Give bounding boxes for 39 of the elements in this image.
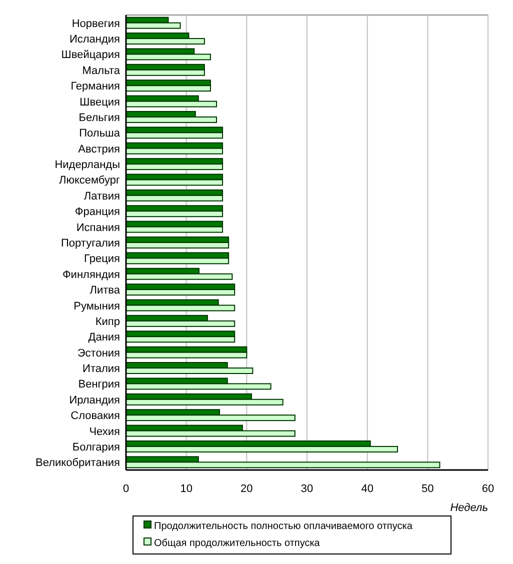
x-tick-label: 10 bbox=[180, 483, 192, 495]
y-tick-label: Латвия bbox=[84, 190, 120, 202]
y-tick-label: Эстония bbox=[77, 347, 120, 360]
y-tick-label: Нидерланды bbox=[54, 159, 120, 172]
x-tick-label: 40 bbox=[361, 483, 374, 495]
y-tick-label: Исландия bbox=[69, 34, 120, 46]
x-tick-label: 50 bbox=[422, 483, 434, 495]
y-tick-label: Люксембург bbox=[58, 174, 120, 187]
y-tick-label: Италия bbox=[82, 363, 120, 376]
y-tick-label: Польша bbox=[79, 128, 121, 140]
y-tick-label: Бельгия bbox=[78, 112, 120, 124]
x-tick-label: 30 bbox=[300, 483, 314, 495]
y-tick-label: Финляндия bbox=[62, 268, 120, 281]
y-tick-label: Дания bbox=[88, 332, 120, 344]
x-tick-label: 0 bbox=[122, 483, 130, 495]
y-tick-label: Румыния bbox=[74, 300, 120, 312]
y-tick-label: Португалия bbox=[61, 238, 120, 250]
y-tick-label: Германия bbox=[70, 80, 120, 93]
x-tick-label: 20 bbox=[240, 483, 253, 495]
y-tick-label: Словакия bbox=[70, 410, 120, 422]
x-axis-title: Недель bbox=[450, 502, 488, 514]
y-tick-label: Мальта bbox=[82, 64, 121, 77]
y-tick-label: Венгрия bbox=[78, 378, 120, 391]
y-tick-label: Швеция bbox=[80, 96, 120, 108]
y-tick-label: Литва bbox=[90, 284, 121, 297]
y-tick-label: Австрия bbox=[78, 143, 120, 156]
y-tick-label: Великобритания bbox=[36, 457, 120, 470]
x-tick-label: 60 bbox=[482, 483, 494, 495]
legend-label: Продолжительность полностью оплачиваемого отпуска bbox=[154, 521, 413, 532]
y-tick-label: Испания bbox=[76, 222, 120, 234]
y-tick-label: Греция bbox=[84, 253, 120, 266]
y-tick-label: Франция bbox=[74, 206, 120, 218]
y-tick-label: Чехия bbox=[89, 426, 120, 438]
y-tick-label: Болгария bbox=[72, 441, 120, 454]
y-tick-label: Кипр bbox=[95, 316, 120, 328]
y-tick-label: Швейцария bbox=[61, 49, 120, 62]
legend-label: Общая продолжительность отпуска bbox=[154, 538, 320, 549]
y-tick-label: Норвегия bbox=[72, 18, 120, 30]
y-tick-label: Ирландия bbox=[69, 394, 120, 406]
